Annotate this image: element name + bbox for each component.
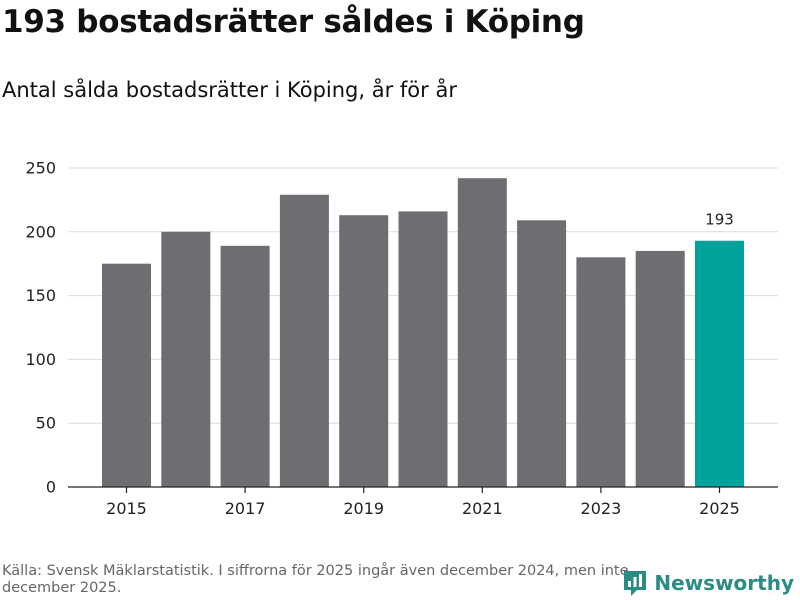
bar-2025 — [695, 240, 744, 487]
data-label-2025: 193 — [705, 211, 734, 229]
source-note: Källa: Svensk Mäklarstatistik. I siffror… — [2, 563, 629, 596]
bars — [102, 178, 744, 487]
bar-2023 — [576, 257, 626, 487]
bar-2024 — [635, 250, 685, 487]
bar-2021 — [457, 178, 507, 487]
newsworthy-logo-icon — [624, 571, 647, 596]
x-tick-label-2023: 2023 — [581, 499, 622, 518]
x-axis-ticks: 2015 2017 2019 2021 2023 2025 — [68, 486, 778, 518]
bar-2022 — [517, 220, 567, 487]
brand-logo[interactable]: Newsworthy — [622, 568, 794, 598]
y-tick-label-250: 250 — [25, 159, 56, 178]
bar-chart: 0 50 100 150 200 250 2015 2017 2019 2021 2023 2025… — [25, 159, 778, 518]
y-axis-ticks: 0 50 100 150 200 250 — [25, 159, 56, 497]
brand-name: Newsworthy — [654, 571, 794, 595]
bar-2016 — [161, 231, 211, 487]
x-tick-label-2015: 2015 — [106, 499, 147, 518]
bar-2017 — [220, 245, 270, 487]
x-tick-label-2025: 2025 — [699, 499, 740, 518]
bar-2018 — [279, 194, 329, 487]
x-tick-label-2021: 2021 — [462, 499, 503, 518]
bar-2015 — [102, 263, 151, 487]
bar-2019 — [339, 215, 389, 487]
chart-subtitle: Antal sålda bostadsrätter i Köping, år f… — [2, 78, 457, 102]
y-tick-label-150: 150 — [25, 286, 56, 305]
y-tick-label-100: 100 — [25, 350, 56, 369]
x-tick-label-2017: 2017 — [225, 499, 266, 518]
x-tick-label-2019: 2019 — [343, 499, 384, 518]
bar-2020 — [398, 211, 448, 487]
y-tick-label-50: 50 — [36, 414, 56, 433]
chart-title: 193 bostadsrätter såldes i Köping — [2, 4, 585, 40]
y-tick-label-0: 0 — [46, 478, 56, 497]
y-tick-label-200: 200 — [25, 222, 56, 241]
data-labels: 193 — [705, 211, 734, 229]
